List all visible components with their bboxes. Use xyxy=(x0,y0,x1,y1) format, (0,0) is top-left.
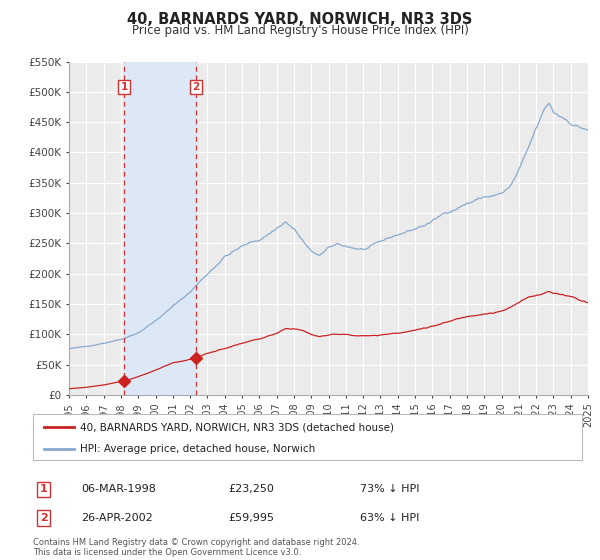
Text: HPI: Average price, detached house, Norwich: HPI: Average price, detached house, Norw… xyxy=(80,444,315,454)
Text: 73% ↓ HPI: 73% ↓ HPI xyxy=(360,484,419,494)
Bar xyxy=(124,62,196,395)
Text: 1: 1 xyxy=(40,484,47,494)
Text: £23,250: £23,250 xyxy=(228,484,274,494)
Text: £59,995: £59,995 xyxy=(228,513,274,523)
Text: 1: 1 xyxy=(121,82,128,92)
Text: 40, BARNARDS YARD, NORWICH, NR3 3DS: 40, BARNARDS YARD, NORWICH, NR3 3DS xyxy=(127,12,473,27)
Text: Price paid vs. HM Land Registry's House Price Index (HPI): Price paid vs. HM Land Registry's House … xyxy=(131,24,469,36)
Text: 40, BARNARDS YARD, NORWICH, NR3 3DS (detached house): 40, BARNARDS YARD, NORWICH, NR3 3DS (det… xyxy=(80,422,394,432)
Text: 2: 2 xyxy=(192,82,199,92)
Text: Contains HM Land Registry data © Crown copyright and database right 2024.: Contains HM Land Registry data © Crown c… xyxy=(33,538,359,547)
Text: 26-APR-2002: 26-APR-2002 xyxy=(81,513,153,523)
Text: 2: 2 xyxy=(40,513,47,523)
Text: This data is licensed under the Open Government Licence v3.0.: This data is licensed under the Open Gov… xyxy=(33,548,301,557)
Text: 63% ↓ HPI: 63% ↓ HPI xyxy=(360,513,419,523)
Text: 06-MAR-1998: 06-MAR-1998 xyxy=(81,484,156,494)
